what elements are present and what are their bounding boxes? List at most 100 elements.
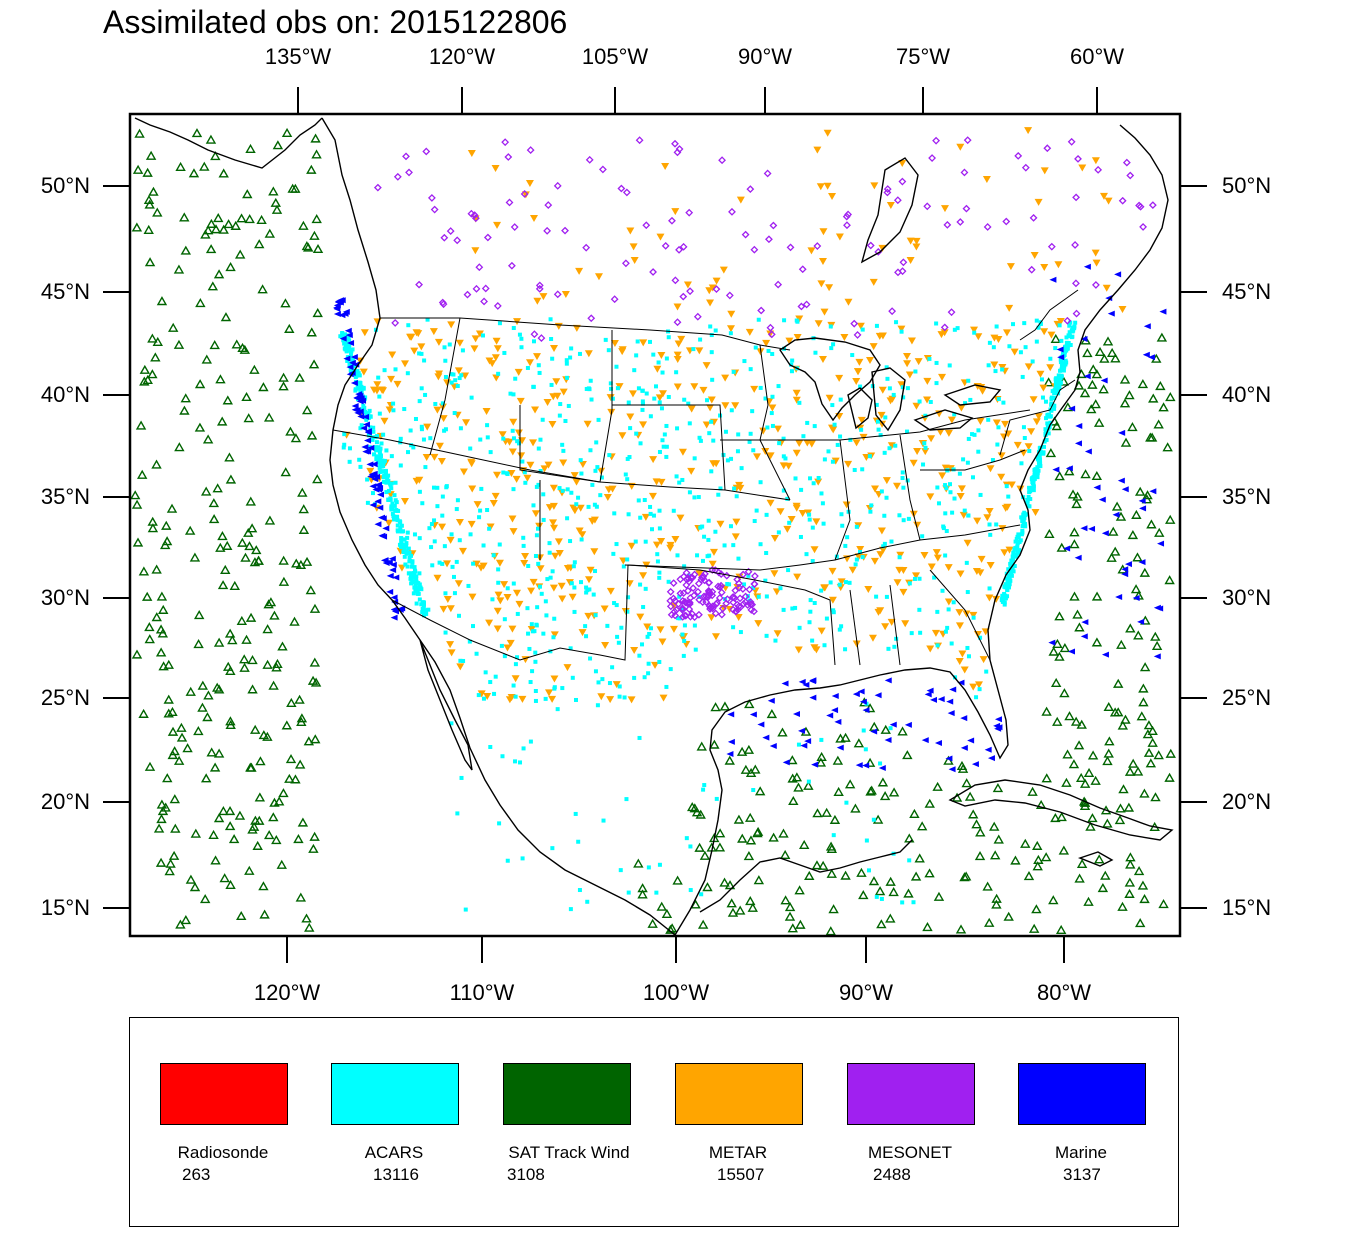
marine-marker <box>376 504 384 511</box>
metar-marker <box>558 595 567 603</box>
sat-track-wind-marker <box>244 865 255 875</box>
acars-marker <box>381 475 386 480</box>
acars-marker <box>721 452 726 457</box>
acars-marker <box>692 495 697 500</box>
mesonet-marker <box>750 572 759 580</box>
sat-track-wind-marker <box>1146 519 1157 529</box>
mesonet-marker <box>1118 196 1127 205</box>
sat-track-wind-marker <box>1123 802 1135 812</box>
sat-track-wind-marker <box>964 791 976 801</box>
acars-marker <box>917 607 922 612</box>
acars-marker <box>423 392 428 397</box>
acars-marker <box>642 675 647 680</box>
acars-marker <box>1054 380 1059 385</box>
acars-marker <box>716 492 721 497</box>
mesonet-marker <box>685 577 693 586</box>
acars-marker <box>940 588 945 593</box>
sat-track-wind-marker <box>1091 369 1103 379</box>
acars-marker <box>362 405 367 410</box>
mesonet-marker <box>1063 316 1072 325</box>
metar-marker <box>978 387 987 395</box>
sat-track-wind-marker <box>1164 575 1175 585</box>
sat-track-wind-marker <box>885 913 896 923</box>
marine-marker <box>378 532 386 539</box>
acars-marker <box>781 488 786 493</box>
metar-marker <box>606 394 615 402</box>
acars-marker <box>521 746 526 751</box>
sat-track-wind-marker <box>1124 877 1136 887</box>
metar-marker <box>937 331 946 339</box>
mesonet-marker <box>1021 163 1030 172</box>
marine-marker <box>376 491 384 498</box>
mesonet-marker <box>899 258 908 267</box>
acars-marker <box>900 476 905 481</box>
acars-marker <box>1018 350 1023 355</box>
acars-marker <box>661 444 666 449</box>
acars-marker <box>490 597 495 602</box>
acars-marker <box>513 759 518 764</box>
mesonet-marker <box>767 330 776 339</box>
acars-marker <box>398 436 403 441</box>
mesonet-marker <box>668 216 676 225</box>
acars-marker <box>600 677 605 682</box>
acars-marker <box>781 436 786 441</box>
metar-marker <box>648 492 657 500</box>
marine-marker <box>767 697 775 704</box>
acars-marker <box>533 553 538 558</box>
acars-marker <box>412 568 417 573</box>
acars-marker <box>701 787 706 792</box>
acars-marker <box>1043 431 1048 436</box>
acars-marker <box>404 551 409 556</box>
metar-marker <box>893 579 902 587</box>
acars-marker <box>650 527 655 532</box>
sat-track-wind-marker <box>922 921 933 932</box>
acars-marker <box>585 588 590 593</box>
acars-marker <box>411 591 416 596</box>
metar-marker <box>985 508 994 516</box>
sat-track-wind-marker <box>158 604 169 614</box>
metar-marker <box>687 405 696 413</box>
acars-marker <box>536 446 541 451</box>
metar-marker <box>473 501 482 509</box>
mesonet-marker <box>1139 222 1148 231</box>
marine-marker <box>347 340 355 347</box>
marine-marker <box>727 711 735 718</box>
acars-marker <box>637 735 642 740</box>
sat-track-wind-marker <box>306 327 317 337</box>
marine-marker <box>345 332 353 339</box>
sat-track-wind-marker <box>971 819 982 829</box>
acars-marker <box>752 519 757 524</box>
metar-marker <box>509 528 518 536</box>
acars-marker <box>805 420 810 425</box>
metar-marker <box>731 533 740 541</box>
mesonet-marker <box>1148 201 1157 210</box>
acars-marker <box>586 504 591 509</box>
metar-marker <box>557 582 566 590</box>
sat-track-wind-marker <box>163 694 174 704</box>
mesonet-marker <box>684 586 692 595</box>
acars-marker <box>563 418 568 423</box>
acars-marker <box>511 436 516 441</box>
metar-marker <box>446 536 455 544</box>
acars-marker <box>359 384 364 389</box>
acars-marker <box>830 403 835 408</box>
acars-marker <box>747 439 752 444</box>
lat-label-left: 15°N <box>40 895 90 920</box>
metar-marker <box>639 572 648 580</box>
sat-track-wind-marker <box>262 659 273 669</box>
acars-marker <box>986 363 991 368</box>
acars-marker <box>879 489 884 494</box>
metar-marker <box>690 383 699 391</box>
acars-marker <box>382 368 387 373</box>
lon-label-bottom: 80°W <box>1036 980 1092 1005</box>
marine-marker <box>355 394 363 401</box>
metar-marker <box>976 417 985 425</box>
acars-marker <box>412 565 417 570</box>
marine-marker <box>357 413 365 420</box>
acars-marker <box>1055 390 1060 395</box>
acars-marker <box>882 450 887 455</box>
acars-marker <box>1039 377 1044 382</box>
lat-label-right: 35°N <box>1222 484 1272 509</box>
metar-marker <box>578 461 587 469</box>
acars-marker <box>756 594 761 599</box>
